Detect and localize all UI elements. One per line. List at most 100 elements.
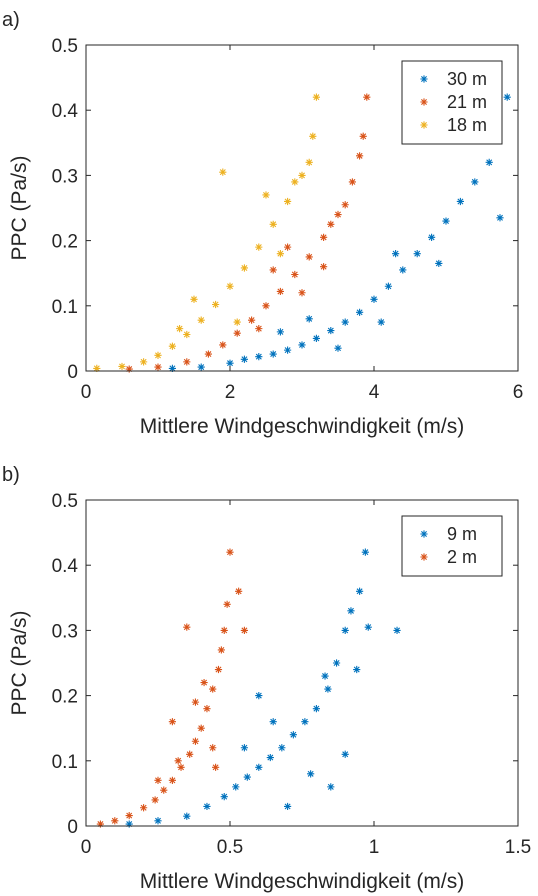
data-point <box>298 171 306 179</box>
data-point <box>298 289 306 297</box>
data-point <box>276 250 284 258</box>
data-point <box>118 362 126 371</box>
data-point <box>332 659 341 667</box>
plot-area-frame <box>85 44 519 372</box>
legend-marker <box>420 553 428 561</box>
series-2-points <box>93 93 320 372</box>
data-point <box>312 705 320 713</box>
panel-a: a) 0 2 4 6 0 0.1 0.2 0.3 0.4 0.5 Mittlere Windgesch… <box>2 9 523 438</box>
data-point <box>334 344 342 352</box>
data-point <box>174 757 182 765</box>
data-point <box>219 341 227 349</box>
data-point <box>219 168 227 176</box>
data-point <box>291 270 299 279</box>
data-point <box>168 776 176 784</box>
panel-b: b) 0 0.5 1 1.5 0 0.1 0.2 0.3 0.4 0.5 Mittlere Windg… <box>2 464 531 893</box>
data-point <box>96 820 104 828</box>
data-point <box>248 316 256 324</box>
data-point <box>232 783 240 791</box>
data-point <box>197 724 205 732</box>
data-point <box>269 350 277 358</box>
y-tick-label: 0.4 <box>52 101 79 122</box>
data-point <box>154 351 162 359</box>
data-point <box>356 587 364 595</box>
data-point <box>496 214 504 222</box>
data-point <box>93 364 101 372</box>
data-point <box>233 329 241 337</box>
data-point <box>276 287 284 296</box>
x-tick-label: 2 <box>225 382 236 403</box>
data-point <box>341 201 349 209</box>
data-point <box>289 731 297 739</box>
data-point <box>309 132 317 140</box>
data-point <box>220 793 228 801</box>
data-point <box>353 665 361 674</box>
data-point <box>176 325 184 333</box>
series-1-points <box>125 93 371 373</box>
data-point <box>341 626 349 634</box>
data-point <box>183 812 191 820</box>
data-point <box>327 783 335 791</box>
data-point <box>269 220 277 228</box>
data-point <box>183 330 191 339</box>
data-point <box>361 548 369 556</box>
y-tick-label: 0.1 <box>52 752 78 773</box>
data-point <box>377 318 385 326</box>
data-point <box>435 259 443 268</box>
data-point <box>240 264 248 272</box>
data-point <box>305 253 313 261</box>
data-point <box>284 197 292 206</box>
data-point <box>262 191 270 199</box>
data-point <box>191 737 200 745</box>
x-tick-label: 1.5 <box>505 837 531 858</box>
data-point <box>312 334 320 342</box>
data-point <box>363 93 371 101</box>
data-point <box>284 243 292 251</box>
data-point <box>320 263 328 271</box>
data-point <box>284 346 292 354</box>
legend-marker <box>420 530 428 538</box>
data-point <box>140 358 148 366</box>
data-points <box>96 548 401 828</box>
data-point <box>226 359 234 367</box>
data-point <box>125 811 133 820</box>
y-tick-label: 0.5 <box>52 491 78 512</box>
data-point <box>154 776 162 784</box>
data-point <box>212 300 220 309</box>
data-point <box>324 685 332 693</box>
data-point <box>307 770 315 778</box>
data-point <box>190 295 198 303</box>
data-point <box>269 266 277 274</box>
data-point <box>125 365 133 373</box>
legend-box <box>401 515 503 577</box>
y-tick-label: 0.4 <box>52 556 79 577</box>
data-point <box>393 626 401 634</box>
x-tick-label: 0 <box>81 837 92 858</box>
series-1-points <box>96 548 248 828</box>
data-point <box>503 93 511 101</box>
data-point <box>197 316 205 324</box>
data-point <box>154 363 162 371</box>
data-point <box>312 93 320 101</box>
data-point <box>125 820 133 828</box>
data-point <box>255 243 263 251</box>
data-point <box>471 178 479 186</box>
y-tick-label: 0.3 <box>52 621 78 642</box>
data-point <box>140 804 148 812</box>
data-point <box>168 342 176 350</box>
data-point <box>276 328 284 336</box>
data-point <box>301 718 309 726</box>
data-point <box>214 665 223 674</box>
data-point <box>291 178 299 186</box>
data-point <box>212 763 220 771</box>
data-point <box>203 802 211 811</box>
data-point <box>183 358 191 366</box>
data-point <box>235 587 243 595</box>
data-point <box>347 607 355 615</box>
x-axis-label: Mittlere Windgeschwindigkeit (m/s) <box>140 415 464 438</box>
data-point <box>243 773 251 781</box>
data-point <box>220 626 228 634</box>
data-point <box>191 698 200 706</box>
legend-label: 18 m <box>447 115 487 135</box>
